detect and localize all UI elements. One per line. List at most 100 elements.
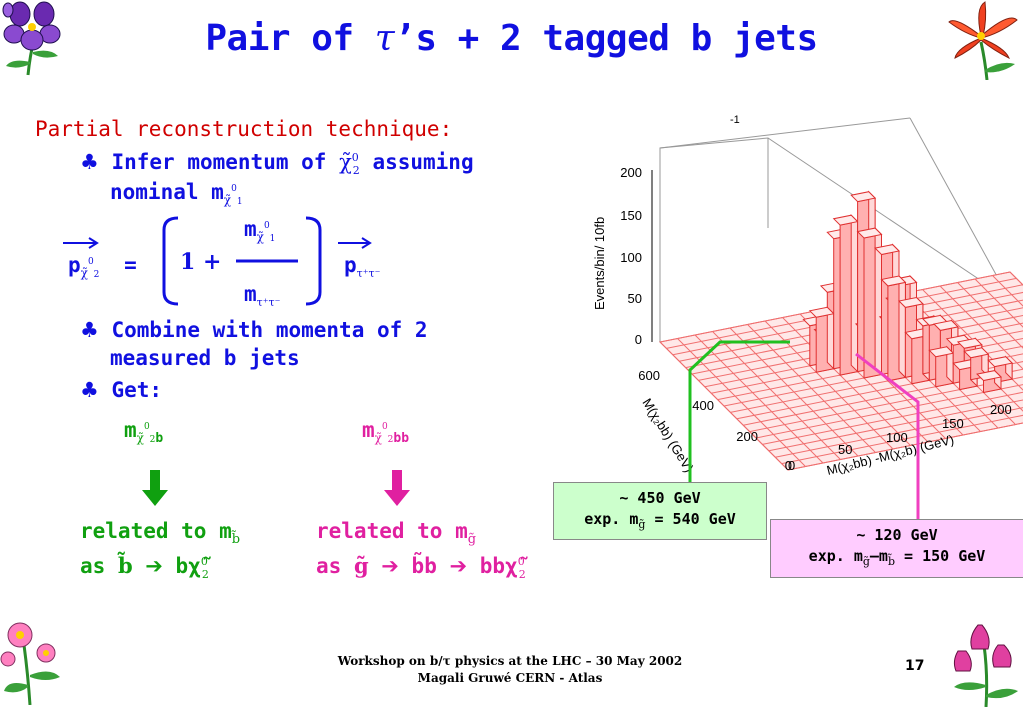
green-connector (688, 340, 790, 482)
green-box-line1: ~ 450 GeV (619, 489, 701, 507)
bullet-1-line2-text: nominal m (110, 180, 224, 204)
page-title: Pair of τ’s + 2 tagged b jets (0, 18, 1023, 59)
section-heading: Partial reconstruction technique: (35, 117, 453, 141)
chi-symbol: χ̃ (339, 150, 352, 174)
x-tick-0: 0 (785, 458, 792, 473)
get-left: mχ̃0 2b (124, 418, 163, 446)
green-down-arrow-icon (142, 470, 168, 506)
bullet-3-text: Get: (111, 378, 163, 402)
left-related-sub2: 2 (201, 568, 209, 582)
title-text-end: ’s + 2 tagged b jets (394, 18, 818, 59)
left-related-line2: as b̃ ➔ bχ̃02 (80, 553, 209, 581)
footer: Workshop on b/τ physics at the LHC – 30 … (300, 653, 720, 687)
violet-flower-icon (2, 1, 61, 76)
right-related-gtilde: g̃ (353, 553, 369, 578)
footer-line1: Workshop on b/τ physics at the LHC – 30 … (337, 654, 683, 668)
club-bullet-icon: ♣ (80, 150, 99, 174)
right-related-sub2: 2 (518, 568, 526, 582)
floor-grid-line (743, 368, 1023, 426)
vector-arrow-icon-2 (338, 237, 372, 249)
get-right: mχ̃0 2bb (362, 418, 409, 446)
pink-box-line2: exp. mg̃–mb̃ = 150 GeV (771, 547, 1023, 568)
get-left-chi: χ̃ (136, 431, 144, 446)
green-box-text-b: = 540 GeV (645, 510, 736, 528)
pink-box-text-a: exp. m (808, 547, 863, 565)
club-bullet-icon-3: ♣ (80, 378, 99, 402)
right-arrow-icon-2: ➔ (381, 554, 399, 578)
right-related-line1: related to mg̃ (316, 519, 476, 547)
green-box-line2: exp. mg̃ = 540 GeV (554, 510, 766, 531)
right-related-sup: 0 (517, 555, 525, 568)
right-arrow-icon: ➔ (145, 554, 163, 578)
formula-denominator: mτ⁺τ⁻ (244, 282, 280, 309)
right-related-bbchi: bbχ̃ (479, 554, 518, 578)
right-related-text: related to m (316, 519, 468, 543)
bullet-2: ♣ Combine with momenta of 2 (80, 318, 428, 342)
y-tick-150: 150 (942, 416, 964, 431)
right-related-as: as (316, 554, 354, 578)
bullet-3: ♣ Get: (80, 378, 162, 402)
get-left-sup: 0 (143, 422, 150, 432)
formula-rhs-sub: τ⁺τ⁻ (356, 267, 381, 281)
floor-grid-line (992, 275, 1023, 307)
formula-equals: = (124, 253, 137, 277)
lego-bar-face (976, 370, 1003, 382)
formula-den-m: m (244, 282, 257, 306)
lego-bar-face (874, 244, 901, 256)
bullet-1-text: Infer momentum of (111, 150, 340, 174)
sub-2: 2 (352, 164, 360, 178)
pink-box-text-b: –m (869, 547, 888, 565)
sup-0: 0 (351, 151, 359, 164)
lego-bar-face (856, 227, 883, 239)
left-related-text: related to m (80, 519, 232, 543)
lego-bar-face (956, 337, 983, 349)
pink-flowers-icon (0, 622, 60, 705)
y-tick-200: 200 (990, 402, 1012, 417)
green-result-box: ~ 450 GeV exp. mg̃ = 540 GeV (553, 482, 767, 540)
lego-bar-face (963, 347, 990, 359)
lego-bar-face (932, 319, 959, 331)
get-right-sub2: 2 (387, 435, 394, 446)
bullet-1-text-end: assuming (359, 150, 474, 174)
pink-box-line1: ~ 120 GeV (856, 526, 938, 544)
footer-line2: Magali Gruwé CERN - Atlas (417, 671, 603, 685)
lego-bar-face (987, 356, 1014, 368)
floor-grid-line (775, 407, 1023, 458)
left-related-sub: b̃ (231, 532, 241, 548)
bullet-2-text: Combine with momenta of 2 (111, 318, 428, 342)
lego-bar-face (880, 275, 907, 287)
get-left-m: m (124, 418, 137, 442)
green-box-sub: g̃ (638, 518, 646, 531)
bullet-1-line2: nominal mχ̃0 1 (110, 180, 243, 207)
page-number: 17 (905, 658, 925, 674)
left-related-bchi: bχ̃ (162, 554, 201, 578)
x-tick-600: 600 (638, 368, 660, 383)
lego-bar-face (850, 191, 877, 203)
formula-rhs-p: p (344, 253, 357, 277)
z-tick-200: 200 (620, 165, 642, 180)
get-left-b: b (155, 431, 164, 447)
lily-flower-icon (948, 1, 1018, 80)
y-tick-50: 50 (838, 442, 852, 457)
formula-one: 1 + (180, 249, 222, 275)
floor-grid-line (974, 278, 1023, 328)
formula-num-m: m (244, 217, 257, 241)
bullet-2-line2: measured b jets (110, 346, 300, 370)
bullet-1: ♣ Infer momentum of χ̃02 assuming (80, 150, 474, 177)
formula-sub-2: 2 (93, 270, 100, 281)
y-tick-0: 0 (788, 458, 795, 473)
right-related-btildeb: b̃b (411, 554, 437, 578)
get-left-sub2: 2 (149, 435, 156, 446)
connector-lines (688, 340, 920, 520)
left-related-sup: 0 (200, 555, 208, 568)
formula-num-sup: 0 (263, 221, 270, 231)
lego-bar-face (897, 296, 924, 308)
floor-grid-line (768, 399, 1023, 452)
z-axis-exponent: -1 (730, 114, 740, 126)
bellflower-icon (953, 624, 1018, 707)
magenta-down-arrow-icon (384, 470, 410, 506)
club-bullet-icon-2: ♣ (80, 318, 99, 342)
right-related-sub: g̃ (467, 532, 477, 548)
formula-sub-chi: χ̃ (80, 266, 88, 281)
x-tick-200: 200 (736, 429, 758, 444)
